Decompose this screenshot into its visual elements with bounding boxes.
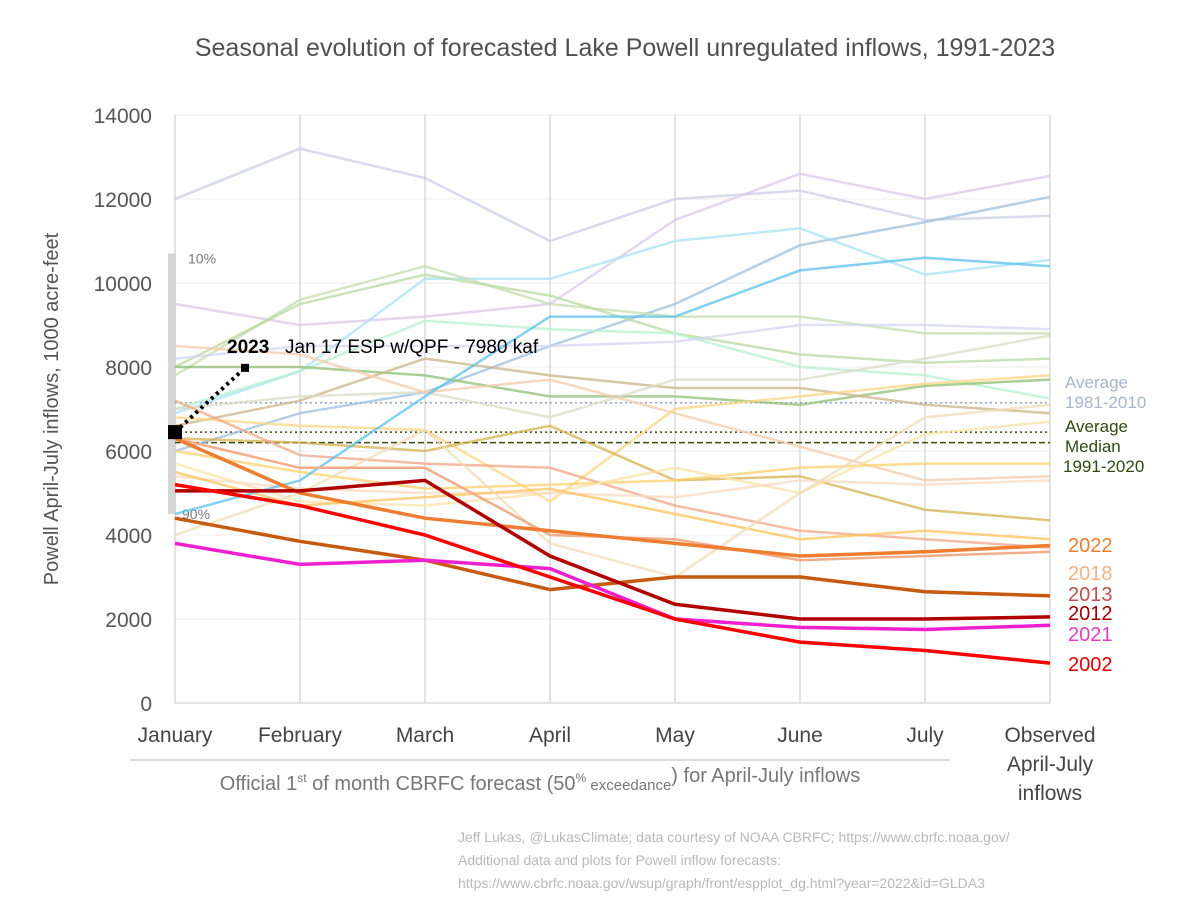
credits-line-1: Jeff Lukas, @LukasClimate; data courtesy… <box>458 829 1010 845</box>
x-tick-label: April-July <box>1007 753 1094 776</box>
forecast-2023-jan1-marker <box>168 425 182 440</box>
y-axis-label: Powell April-July inflows, 1000 acre-fee… <box>41 232 63 585</box>
x-tick-label: January <box>138 724 213 747</box>
background-series-line <box>174 424 1051 522</box>
y-tick-label: 14000 <box>94 105 152 128</box>
background-series-line <box>174 357 1051 428</box>
forecast-2023-year: 2023 <box>227 337 269 358</box>
ref-label-period: 1991-2020 <box>1063 457 1144 476</box>
background-series-line <box>174 334 1051 419</box>
series-line-2012 <box>175 478 1051 621</box>
year-label-2021: 2021 <box>1068 624 1113 646</box>
y-tick-label: 12000 <box>94 189 152 212</box>
forecast-2023-dotted-line <box>173 366 247 434</box>
y-tick-label: 2000 <box>105 609 152 632</box>
x-tick-label: February <box>258 724 343 747</box>
x-tick-label: Observed <box>1004 724 1095 747</box>
background-series-line <box>174 374 1051 503</box>
forecast-2023-label: Jan 17 ESP w/QPF - 7980 kaf <box>285 337 539 358</box>
credits-line-3: https://www.cbrfc.noaa.gov/wsup/graph/fr… <box>458 875 985 891</box>
background-series-line <box>174 319 1051 411</box>
year-label-2013: 2013 <box>1068 584 1113 606</box>
background-series-line <box>174 264 1050 377</box>
y-tick-label: 6000 <box>105 441 152 464</box>
year-label-2002: 2002 <box>1068 654 1113 676</box>
y-tick-label: 10000 <box>94 273 152 296</box>
x-tick-label: May <box>655 724 695 747</box>
series-line-2022 <box>174 436 1051 558</box>
background-series-line <box>174 323 1051 360</box>
series-line-2013 <box>174 516 1051 598</box>
x-tick-label: inflows <box>1018 782 1082 805</box>
ref-label-avg-1981-2010: Average <box>1065 373 1128 392</box>
credits: Jeff Lukas, @LukasClimate; data courtesy… <box>458 826 1010 895</box>
background-series-line <box>174 227 1051 415</box>
background-series-line <box>174 420 1051 507</box>
series-line-2021 <box>174 541 1051 632</box>
year-label-2018: 2018 <box>1068 563 1113 585</box>
ref-label-avg-1981-2010-period: 1981-2010 <box>1065 393 1146 412</box>
y-tick-label: 4000 <box>105 525 152 548</box>
year-label-2022: 2022 <box>1068 535 1113 557</box>
background-series-line <box>174 344 1051 482</box>
ref-label-avg-1991-2020: Average <box>1065 417 1128 436</box>
x-tick-label: July <box>906 724 944 747</box>
background-series-line <box>174 470 1051 541</box>
background-series-line <box>174 399 1051 549</box>
credits-line-2: Additional data and plots for Powell inf… <box>458 852 781 868</box>
x-tick-label: April <box>529 724 571 747</box>
ref-label-median: Median <box>1065 437 1121 456</box>
x-tick-label: June <box>777 724 823 747</box>
background-series-line <box>174 256 1051 516</box>
range-high-label: 10% <box>188 251 216 267</box>
y-tick-label: 8000 <box>105 357 152 380</box>
background-series-line <box>174 403 1051 579</box>
range-bar-10-90 <box>168 253 176 514</box>
y-tick-label: 0 <box>140 693 152 716</box>
x-tick-label: March <box>396 724 454 747</box>
year-label-2012: 2012 <box>1068 603 1113 625</box>
x-axis-label: Official 1st of month CBRFC forecast (50… <box>220 765 860 795</box>
forecast-2023-jan17-marker <box>241 363 249 372</box>
background-series-line <box>174 172 1051 327</box>
chart-title: Seasonal evolution of forecasted Lake Po… <box>195 34 1055 62</box>
background-series-line <box>174 147 1051 243</box>
background-series-line <box>174 195 1051 453</box>
background-series-line <box>174 449 1050 491</box>
series-line-2002 <box>174 482 1051 665</box>
